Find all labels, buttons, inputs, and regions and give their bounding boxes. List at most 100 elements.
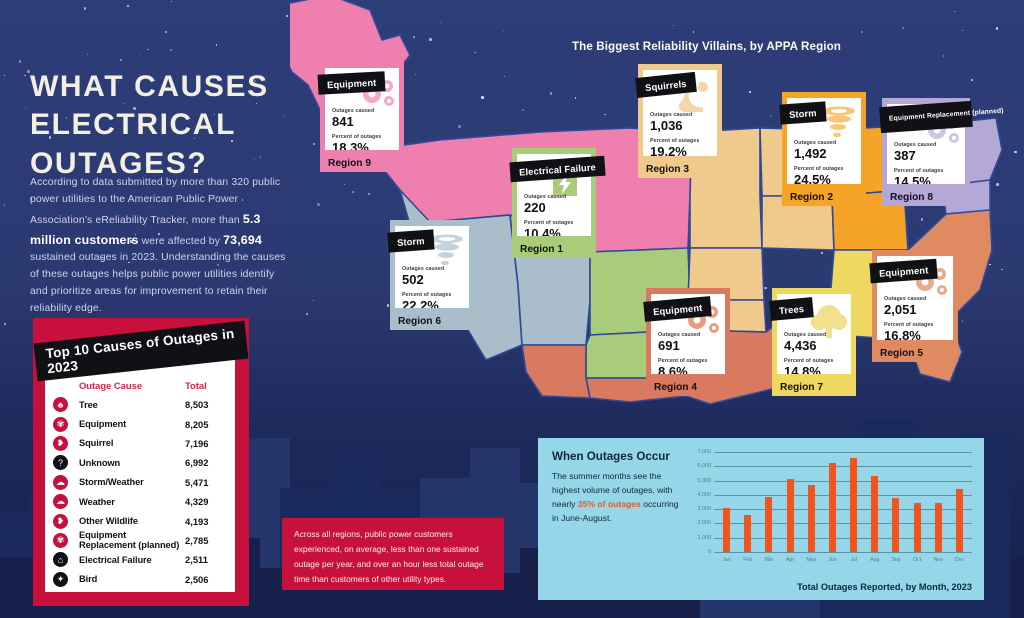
table-row: ✦ Bird 2,506 bbox=[53, 570, 227, 589]
callout-card-region-2[interactable]: Outages caused 1,492 Percent of outages … bbox=[779, 92, 866, 206]
callout-card-region-6[interactable]: Outages caused 502 Percent of outages 22… bbox=[387, 220, 474, 330]
star bbox=[103, 288, 106, 291]
outages-caused-label: Outages caused bbox=[884, 296, 927, 302]
card-cause-label: Storm bbox=[788, 106, 817, 120]
card-cause-label: Electrical Failure bbox=[518, 160, 597, 178]
table-cell-total: 2,506 bbox=[185, 573, 209, 585]
star bbox=[52, 121, 55, 123]
bar bbox=[723, 507, 731, 552]
card-region-label: Region 2 bbox=[790, 192, 834, 203]
card-body: Outages caused 4,436 Percent of outages … bbox=[777, 294, 851, 374]
bar-slot: Aug bbox=[864, 452, 885, 563]
column-header-cause: Outage Cause bbox=[79, 380, 143, 391]
table-cell-cause: Bird bbox=[79, 574, 98, 585]
percent-label: Percent of outages bbox=[794, 166, 844, 172]
outages-caused-value: 2,051 bbox=[884, 302, 917, 317]
card-region-label: Region 7 bbox=[780, 382, 824, 393]
x-axis-tick: Feb bbox=[743, 557, 753, 563]
intro-part1: According to data submitted by more than… bbox=[30, 177, 281, 226]
y-axis-tick: 7,000 bbox=[697, 449, 712, 455]
table-cell-total: 5,471 bbox=[185, 476, 209, 488]
card-cause-label: Trees bbox=[778, 302, 805, 316]
star bbox=[101, 257, 103, 259]
intro-part3: sustained outages in 2023. Understanding… bbox=[30, 252, 286, 314]
bar-chart: 0 1,000 2,000 3,000 4,000 5,000 6,000 7,000 Jan… bbox=[684, 449, 972, 566]
percent-value: 8.6% bbox=[658, 364, 688, 374]
gears-icon: ✾ bbox=[53, 416, 68, 432]
map-region-4c bbox=[521, 344, 591, 399]
percent-label: Percent of outages bbox=[784, 358, 834, 364]
summary-note: Across all regions, public power custome… bbox=[282, 518, 504, 590]
card-cause-label: Storm bbox=[396, 234, 425, 248]
callout-card-region-9[interactable]: Outages caused 841 Percent of outages 18… bbox=[317, 62, 404, 172]
star bbox=[241, 198, 244, 201]
callout-card-region-7[interactable]: Outages caused 4,436 Percent of outages … bbox=[769, 288, 856, 396]
outages-caused-label: Outages caused bbox=[332, 108, 375, 114]
star bbox=[989, 263, 991, 266]
card-region-label: Region 6 bbox=[398, 316, 442, 327]
chart-caption: Total Outages Reported, by Month, 2023 bbox=[797, 582, 972, 592]
table-cell-cause: Tree bbox=[79, 399, 98, 410]
star bbox=[87, 53, 89, 55]
star bbox=[749, 90, 751, 93]
star bbox=[305, 313, 308, 315]
card-cause-label: Equipment bbox=[652, 301, 703, 317]
callout-card-region-3[interactable]: Outages caused 1,036 Percent of outages … bbox=[635, 64, 722, 178]
star bbox=[413, 35, 415, 38]
intro-paragraph: According to data submitted by more than… bbox=[30, 175, 292, 318]
star bbox=[23, 74, 26, 77]
house-bolt-icon: ⌂ bbox=[53, 552, 68, 568]
x-axis-tick: Apr bbox=[786, 557, 795, 563]
star bbox=[604, 113, 606, 115]
bar-slot: Jul bbox=[843, 452, 864, 563]
y-axis-tick: 3,000 bbox=[697, 506, 712, 513]
callout-card-region-5[interactable]: Outages caused 2,051 Percent of outages … bbox=[869, 250, 958, 362]
star bbox=[231, 140, 234, 143]
outages-caused-value: 841 bbox=[332, 114, 354, 129]
star bbox=[182, 113, 184, 115]
y-axis-tick: 2,000 bbox=[697, 520, 712, 527]
x-axis-tick: Dec bbox=[954, 557, 965, 563]
x-axis-tick: Jul bbox=[850, 557, 857, 563]
bar bbox=[828, 463, 836, 552]
x-axis-tick: Sep bbox=[891, 557, 901, 563]
star bbox=[135, 233, 137, 236]
star bbox=[522, 109, 524, 111]
callout-card-region-1[interactable]: Outages caused 220 Percent of outages 10… bbox=[509, 148, 606, 258]
tree-icon: ♣ bbox=[53, 397, 68, 413]
outages-caused-value: 4,436 bbox=[784, 338, 817, 353]
bar-slot: Feb bbox=[737, 452, 758, 563]
table-row: ♣ Tree 8,503 bbox=[53, 395, 227, 414]
bar-slot: Jun bbox=[822, 452, 843, 563]
star bbox=[503, 30, 505, 32]
x-axis-tick: Mar bbox=[764, 557, 774, 563]
star bbox=[127, 5, 130, 7]
table-header-row: Outage Cause Total bbox=[53, 380, 227, 395]
bar-slot: Sep bbox=[885, 452, 906, 563]
table-cell-total: 2,511 bbox=[185, 554, 208, 566]
star bbox=[1000, 268, 1003, 271]
table-row: ❥ Other Wildlife 4,193 bbox=[53, 511, 227, 530]
callout-card-region-8[interactable]: Outages caused 387 Percent of outages 14… bbox=[879, 98, 1004, 206]
table-cell-cause: Other Wildlife bbox=[79, 516, 138, 527]
table-cell-cause: Equipment bbox=[79, 419, 127, 430]
card-cause-ribbon: Storm bbox=[779, 101, 827, 125]
star bbox=[961, 320, 964, 322]
star bbox=[995, 27, 999, 30]
star bbox=[118, 80, 120, 82]
callout-card-region-4[interactable]: Outages caused 691 Percent of outages 8.… bbox=[643, 288, 730, 396]
star bbox=[83, 6, 87, 10]
percent-value: 18.3% bbox=[332, 140, 369, 150]
star bbox=[3, 75, 5, 77]
wildlife-icon: ❥ bbox=[53, 513, 68, 529]
star bbox=[147, 48, 149, 51]
star bbox=[80, 198, 82, 201]
star bbox=[65, 117, 68, 120]
top10-panel: Top 10 Causes of Outages in 2023 Outage … bbox=[33, 318, 249, 606]
star bbox=[259, 156, 262, 159]
table-row: ✾ Equipment Replacement (planned) 2,785 bbox=[53, 530, 227, 550]
star bbox=[119, 243, 121, 245]
weather-icon: ☁ bbox=[53, 494, 68, 510]
table-body: ♣ Tree 8,503 ✾ Equipment 8,205 ❥ Squirrel 7,196?… bbox=[53, 395, 227, 589]
percent-label: Percent of outages bbox=[402, 292, 452, 298]
